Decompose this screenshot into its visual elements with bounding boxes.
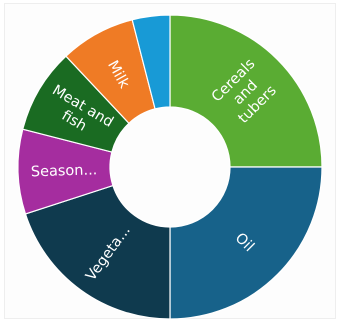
donut-slice-label-3: Season... bbox=[31, 162, 98, 180]
donut-slice-6[interactable] bbox=[131, 14, 171, 110]
donut-slices bbox=[17, 14, 323, 320]
donut-slice-0[interactable] bbox=[169, 14, 323, 168]
donut-slice-1[interactable] bbox=[169, 166, 323, 320]
donut-slice-2[interactable] bbox=[24, 184, 171, 320]
